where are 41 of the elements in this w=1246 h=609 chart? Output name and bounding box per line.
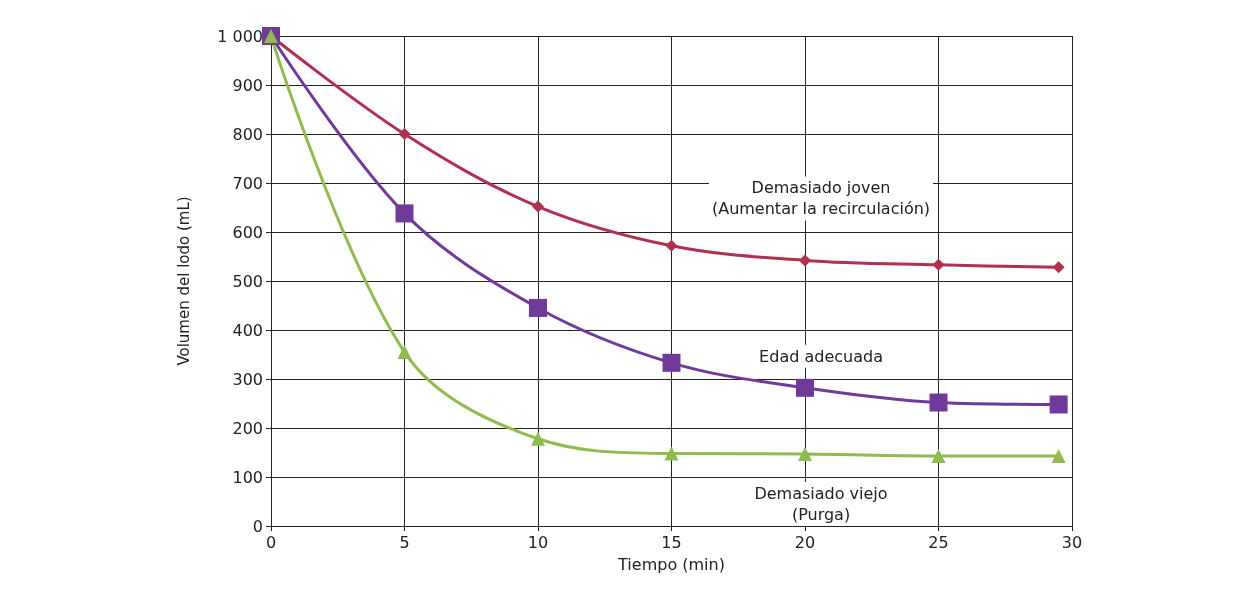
point [531, 431, 545, 446]
point [529, 298, 547, 317]
point [931, 448, 946, 463]
x-tick-label: 25 [928, 532, 949, 552]
point [1051, 448, 1066, 463]
y-tick-label: 200 [232, 418, 263, 438]
y-tick-label: 400 [232, 320, 263, 340]
point [395, 204, 414, 223]
point [662, 353, 681, 372]
y-tick-label: 100 [232, 467, 263, 487]
point [796, 378, 814, 397]
point [1049, 395, 1068, 414]
y-tick-label: 0 [252, 516, 263, 536]
point [664, 446, 679, 461]
y-tick-label: 800 [232, 124, 263, 144]
point [398, 128, 411, 140]
point [665, 239, 678, 252]
y-tick-label: 1 000 [217, 26, 263, 46]
x-tick-label: 5 [399, 532, 410, 552]
annotation: Demasiado viejo (Purga) [754, 483, 888, 524]
x-tick-label: 0 [265, 532, 277, 552]
y-tick-label: 700 [232, 173, 263, 193]
x-tick-label: 15 [661, 532, 682, 552]
x-tick-label: 10 [527, 532, 549, 552]
x-axis-title: Tiempo (min) [617, 554, 725, 574]
point [929, 393, 948, 412]
annotation: Edad adecuada [759, 346, 883, 366]
x-tick-label: 20 [794, 532, 816, 552]
y-tick-label: 900 [232, 75, 263, 95]
annotation: Demasiado joven (Aumentar la recirculación) [711, 178, 931, 219]
point [532, 200, 544, 213]
y-axis-title: Volumen del lodo (mL) [174, 196, 193, 366]
point [1052, 261, 1065, 274]
x-tick-label: 30 [1061, 532, 1083, 552]
y-tick-label: 500 [232, 271, 263, 291]
y-tick-label: 300 [232, 369, 263, 389]
point [799, 254, 811, 267]
point [798, 446, 812, 461]
y-tick-label: 600 [232, 222, 263, 242]
point [397, 345, 412, 360]
point [932, 258, 945, 271]
